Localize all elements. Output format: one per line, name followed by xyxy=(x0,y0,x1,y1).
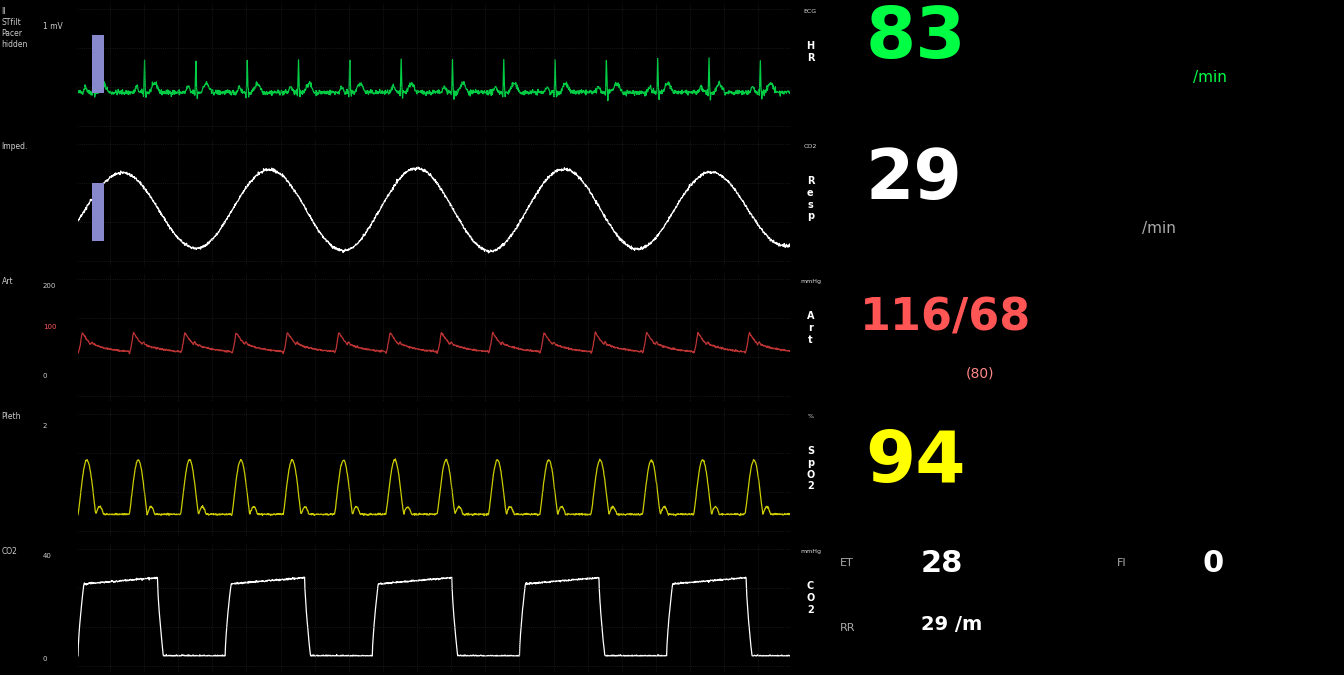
Text: FI: FI xyxy=(1117,558,1126,568)
Text: 0: 0 xyxy=(43,373,47,379)
Text: ET: ET xyxy=(840,558,853,568)
Text: ECG: ECG xyxy=(804,9,817,14)
Text: 29 /m: 29 /m xyxy=(921,616,982,634)
Text: C
O
2: C O 2 xyxy=(806,581,814,614)
Text: S
p
O
2: S p O 2 xyxy=(806,446,814,491)
Text: 29: 29 xyxy=(866,146,962,213)
Text: II
STfilt
Pacer
hidden: II STfilt Pacer hidden xyxy=(1,7,28,49)
Text: %: % xyxy=(808,414,813,419)
Text: /min: /min xyxy=(1142,221,1176,236)
Text: /min: /min xyxy=(1193,70,1227,85)
Text: Imped.: Imped. xyxy=(1,142,28,151)
Text: 116/68: 116/68 xyxy=(860,296,1031,340)
Text: mmHg: mmHg xyxy=(800,549,821,554)
Text: 28: 28 xyxy=(921,549,964,578)
Text: R
e
s
p: R e s p xyxy=(806,176,814,221)
Text: 0: 0 xyxy=(1203,549,1224,578)
Text: A
r
t: A r t xyxy=(806,311,814,344)
Text: Art: Art xyxy=(1,277,13,286)
Text: mmHg: mmHg xyxy=(800,279,821,284)
Text: 83: 83 xyxy=(866,5,966,74)
Text: (80): (80) xyxy=(966,367,995,381)
Text: 94: 94 xyxy=(866,428,966,497)
Text: CO2: CO2 xyxy=(804,144,817,149)
Bar xyxy=(93,35,103,93)
Text: Pleth: Pleth xyxy=(1,412,22,421)
Text: 0: 0 xyxy=(43,656,47,662)
Text: 1 mV: 1 mV xyxy=(43,22,63,31)
Text: 2: 2 xyxy=(43,423,47,429)
Text: CO2: CO2 xyxy=(1,547,17,556)
Bar xyxy=(93,183,103,242)
Text: 100: 100 xyxy=(43,324,56,330)
Text: 200: 200 xyxy=(43,283,56,289)
Text: H
R: H R xyxy=(806,41,814,63)
Text: RR: RR xyxy=(840,623,856,633)
Text: 40: 40 xyxy=(43,553,52,559)
